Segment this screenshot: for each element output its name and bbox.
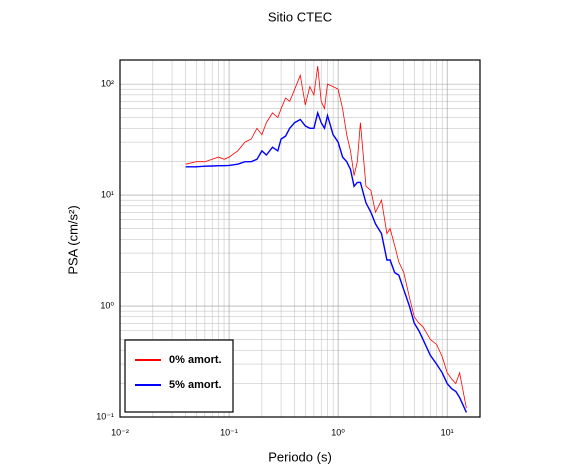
y-tick-label: 10¹ [101,189,114,199]
legend-label: 0% amort. [169,354,222,366]
series-line [185,66,467,409]
chart-title: Sitio CTEC [268,9,332,24]
x-tick-label: 10¹ [441,427,454,437]
x-tick-label: 10⁻¹ [220,427,238,437]
legend-box [124,339,234,413]
x-tick-label: 10⁰ [331,427,345,437]
x-tick-label: 10⁻² [111,427,129,437]
y-axis-label: PSA (cm/s²) [65,205,80,274]
legend-label: 5% amort. [169,379,222,391]
x-axis-label: Periodo (s) [268,449,332,464]
series-line [185,110,468,413]
y-tick-label: 10² [101,79,114,89]
plot-frame [119,59,481,418]
y-tick-label: 10⁻¹ [96,411,114,421]
y-tick-label: 10⁰ [100,300,114,310]
